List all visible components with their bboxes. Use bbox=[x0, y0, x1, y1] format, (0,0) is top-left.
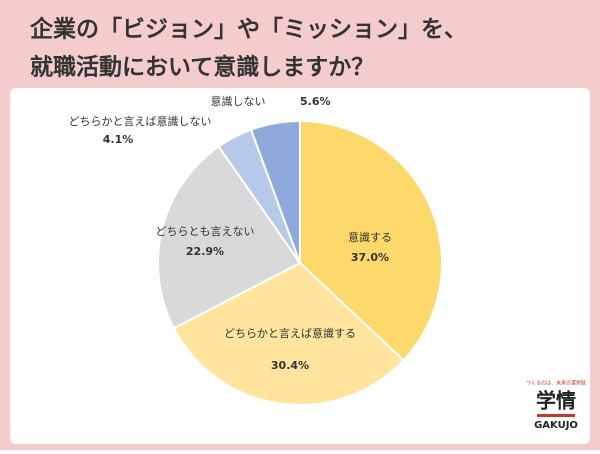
logo-name: 学情 bbox=[536, 389, 576, 413]
pie-slice bbox=[299, 119, 443, 362]
slice-label: 意識する bbox=[348, 230, 392, 244]
slice-label: 意識しない bbox=[211, 94, 266, 108]
value-label: 5.6% bbox=[300, 95, 331, 108]
value-label: 37.0% bbox=[351, 251, 389, 264]
title-line: 就職活動において意識しますか？ bbox=[30, 54, 374, 81]
value-label: 4.1% bbox=[103, 133, 134, 146]
pie-slice bbox=[172, 261, 405, 406]
pie-slice bbox=[157, 145, 302, 330]
title-line: 企業の「ビジョン」や「ミッション」を、 bbox=[29, 16, 467, 43]
pie: 意識する 37.0% どちらかと言えば意識する 30.4% どちらとも言えない 22.9%… bbox=[69, 94, 443, 406]
slice-label: どちらかと言えば意識しない bbox=[69, 114, 212, 128]
value-label: 30.4% bbox=[271, 359, 309, 372]
value-label: 22.9% bbox=[186, 245, 224, 258]
slice-label: どちらかと言えば意識する bbox=[224, 326, 356, 340]
logo-bar bbox=[537, 414, 575, 417]
slice-label: どちらとも言えない bbox=[156, 225, 255, 238]
logo-tagline: つくるのは、未来の選択肢 bbox=[526, 380, 586, 387]
pie-slice bbox=[249, 119, 301, 264]
logo-name-en: GAKUJO bbox=[534, 420, 578, 431]
